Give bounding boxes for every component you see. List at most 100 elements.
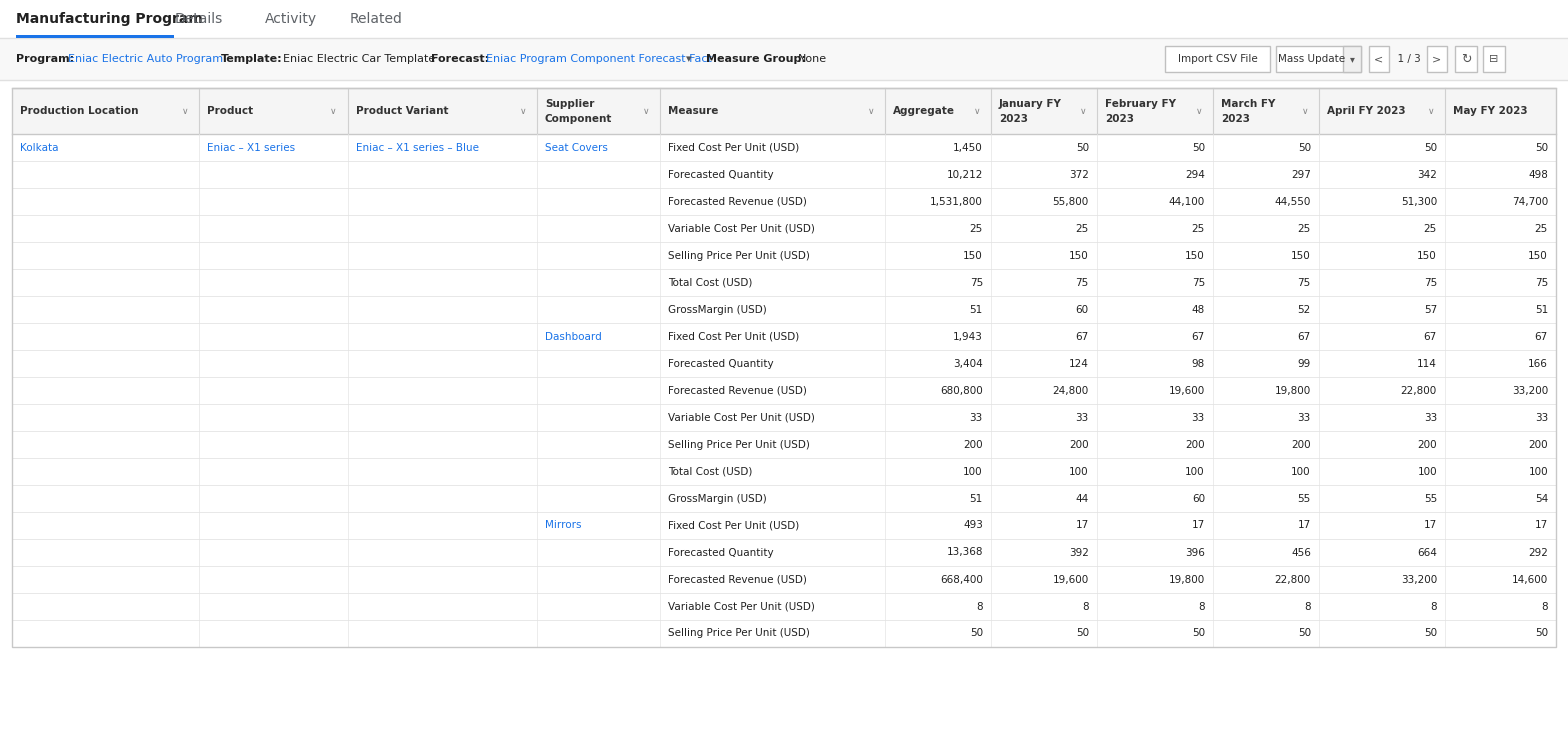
Text: 114: 114 xyxy=(1417,358,1436,368)
Text: 200: 200 xyxy=(1529,439,1548,450)
Text: 50: 50 xyxy=(1424,142,1436,153)
Text: 342: 342 xyxy=(1417,170,1436,180)
Text: ↻: ↻ xyxy=(1461,52,1471,66)
Text: 150: 150 xyxy=(1529,251,1548,260)
Text: 44: 44 xyxy=(1076,494,1088,503)
Text: 33: 33 xyxy=(1298,413,1311,422)
Text: GrossMargin (USD): GrossMargin (USD) xyxy=(668,494,767,503)
Text: 50: 50 xyxy=(1424,629,1436,638)
Text: 372: 372 xyxy=(1069,170,1088,180)
Text: May FY 2023: May FY 2023 xyxy=(1454,106,1527,116)
Text: 67: 67 xyxy=(1298,332,1311,341)
Text: 17: 17 xyxy=(1535,520,1548,531)
Text: 124: 124 xyxy=(1069,358,1088,368)
Text: Forecasted Revenue (USD): Forecasted Revenue (USD) xyxy=(668,385,808,396)
Text: 2023: 2023 xyxy=(1221,114,1250,125)
Text: 55,800: 55,800 xyxy=(1052,197,1088,206)
Text: 13,368: 13,368 xyxy=(947,548,983,557)
Text: Dashboard: Dashboard xyxy=(544,332,602,341)
Text: 22,800: 22,800 xyxy=(1275,575,1311,584)
Bar xyxy=(13,134,1555,161)
Bar xyxy=(13,539,1555,566)
Text: 17: 17 xyxy=(1424,520,1436,531)
Text: Product Variant: Product Variant xyxy=(356,106,448,116)
Text: 50: 50 xyxy=(1076,142,1088,153)
Bar xyxy=(13,88,1555,134)
Text: 54: 54 xyxy=(1535,494,1548,503)
Text: 19,600: 19,600 xyxy=(1168,385,1204,396)
Text: Kolkata: Kolkata xyxy=(20,142,58,153)
Text: 100: 100 xyxy=(1529,467,1548,477)
Bar xyxy=(13,215,1555,242)
Text: April FY 2023: April FY 2023 xyxy=(1327,106,1405,116)
Bar xyxy=(13,620,1555,647)
Text: 2023: 2023 xyxy=(999,114,1029,125)
Text: 1,450: 1,450 xyxy=(953,142,983,153)
Bar xyxy=(13,350,1555,377)
Bar xyxy=(13,404,1555,431)
Text: Total Cost (USD): Total Cost (USD) xyxy=(668,278,753,287)
Text: 2023: 2023 xyxy=(1105,114,1134,125)
Text: 1,531,800: 1,531,800 xyxy=(930,197,983,206)
Text: 55: 55 xyxy=(1298,494,1311,503)
Text: 33,200: 33,200 xyxy=(1400,575,1436,584)
Text: ∨: ∨ xyxy=(643,107,649,116)
Text: Eniac – X1 series – Blue: Eniac – X1 series – Blue xyxy=(356,142,478,153)
Text: Forecasted Quantity: Forecasted Quantity xyxy=(668,548,775,557)
Text: ▾: ▾ xyxy=(685,54,691,64)
Text: 19,800: 19,800 xyxy=(1168,575,1204,584)
Text: 50: 50 xyxy=(1298,629,1311,638)
Text: 33: 33 xyxy=(1192,413,1204,422)
Text: 294: 294 xyxy=(1185,170,1204,180)
Text: 50: 50 xyxy=(1535,142,1548,153)
Text: 48: 48 xyxy=(1192,304,1204,315)
Bar xyxy=(13,161,1555,188)
Bar xyxy=(1369,46,1389,72)
Text: 1,943: 1,943 xyxy=(953,332,983,341)
Text: 100: 100 xyxy=(1185,467,1204,477)
Text: Forecasted Revenue (USD): Forecasted Revenue (USD) xyxy=(668,197,808,206)
Text: Forecasted Quantity: Forecasted Quantity xyxy=(668,170,775,180)
Text: 50: 50 xyxy=(1192,142,1204,153)
Text: Measure Group:: Measure Group: xyxy=(706,54,806,64)
Text: ∨: ∨ xyxy=(1195,107,1203,116)
Text: ∨: ∨ xyxy=(974,107,980,116)
Bar xyxy=(1276,46,1361,72)
Text: Selling Price Per Unit (USD): Selling Price Per Unit (USD) xyxy=(668,439,811,450)
Text: 498: 498 xyxy=(1529,170,1548,180)
Text: 8: 8 xyxy=(1305,601,1311,612)
Bar xyxy=(13,88,1555,647)
Text: 14,600: 14,600 xyxy=(1512,575,1548,584)
Text: 166: 166 xyxy=(1529,358,1548,368)
Text: 67: 67 xyxy=(1076,332,1088,341)
Bar xyxy=(1427,46,1447,72)
Text: 44,100: 44,100 xyxy=(1168,197,1204,206)
Text: 150: 150 xyxy=(1185,251,1204,260)
Bar xyxy=(0,0,1568,38)
Text: 33: 33 xyxy=(1076,413,1088,422)
Text: 456: 456 xyxy=(1290,548,1311,557)
Text: 100: 100 xyxy=(1290,467,1311,477)
Text: Eniac Program Component Forecast Fact: Eniac Program Component Forecast Fact xyxy=(486,54,712,64)
Text: 25: 25 xyxy=(1298,223,1311,234)
Bar xyxy=(13,566,1555,593)
Text: January FY: January FY xyxy=(999,99,1062,109)
Text: Forecasted Quantity: Forecasted Quantity xyxy=(668,358,775,368)
Text: 50: 50 xyxy=(1298,142,1311,153)
Text: Total Cost (USD): Total Cost (USD) xyxy=(668,467,753,477)
Text: 50: 50 xyxy=(1192,629,1204,638)
Text: Aggregate: Aggregate xyxy=(892,106,955,116)
Text: Activity: Activity xyxy=(265,12,317,26)
Text: 99: 99 xyxy=(1298,358,1311,368)
Text: 57: 57 xyxy=(1424,304,1436,315)
Text: 200: 200 xyxy=(1417,439,1436,450)
Text: 33: 33 xyxy=(1424,413,1436,422)
Text: 10,212: 10,212 xyxy=(947,170,983,180)
Text: 292: 292 xyxy=(1529,548,1548,557)
Text: Program:: Program: xyxy=(16,54,74,64)
Text: 664: 664 xyxy=(1417,548,1436,557)
Text: 51: 51 xyxy=(969,304,983,315)
Text: February FY: February FY xyxy=(1105,99,1176,109)
Text: <: < xyxy=(1375,54,1383,64)
Text: 44,550: 44,550 xyxy=(1275,197,1311,206)
